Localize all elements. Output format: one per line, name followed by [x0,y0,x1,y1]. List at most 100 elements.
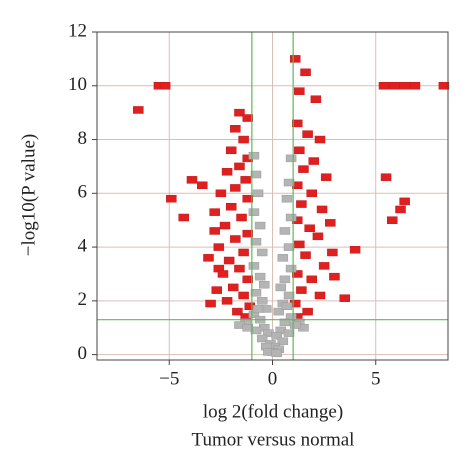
point [256,248,268,257]
point [316,205,328,214]
point [219,221,231,230]
point [308,157,320,165]
point [209,208,220,216]
point [242,114,253,122]
point [273,307,284,316]
point [395,205,406,214]
point [279,318,291,327]
point [250,289,262,297]
point [399,197,410,206]
point [238,291,249,300]
x-tick-label: 5 [371,368,381,389]
point [254,272,266,281]
y-tick-label: 8 [78,128,88,149]
point [327,248,338,257]
point [300,68,311,77]
x-axis-sublabel: Tumor versus normal [192,429,355,450]
y-tick-label: 6 [78,182,88,203]
point [223,256,235,265]
point [238,248,249,257]
point [387,216,398,224]
point [230,125,241,133]
point [399,82,410,90]
point [294,146,305,155]
point [302,307,313,316]
point [279,275,291,284]
y-tick-label: 0 [78,343,88,364]
point [275,283,287,292]
point [205,299,216,308]
point [254,221,266,230]
point [294,240,305,249]
point [380,173,392,181]
point [271,332,282,340]
point [296,200,307,208]
point [209,227,220,235]
point [221,168,233,176]
point [248,208,260,216]
point [310,95,322,103]
point [409,82,421,90]
point [285,264,297,273]
point [186,176,198,184]
point [215,189,227,198]
point [320,173,332,181]
point [248,262,260,270]
point [438,82,450,90]
point [166,194,177,203]
point [304,224,315,233]
point [339,294,351,302]
point [234,264,245,273]
point [225,146,237,155]
point [232,307,243,316]
point [277,254,289,262]
point [234,162,245,171]
point [248,151,260,160]
point [283,178,295,187]
point [271,349,282,358]
point [329,272,340,281]
point [159,82,171,90]
point [242,194,253,203]
point [250,237,262,246]
point [234,108,245,117]
point [283,243,295,251]
point [292,270,303,278]
point [242,275,253,284]
y-tick-label: 12 [68,20,87,41]
point [225,203,237,211]
point [236,213,247,222]
point [294,87,305,95]
point [292,119,303,128]
point [314,291,326,300]
point [296,286,307,294]
point [230,184,241,192]
point [133,106,144,114]
point [283,291,295,300]
point [285,213,297,222]
y-axis-label: −log10(P value) [18,134,39,256]
point [256,334,268,343]
point [285,154,297,163]
point [238,135,249,144]
point [197,181,208,189]
point [389,82,400,90]
point [228,283,239,292]
point [283,329,295,337]
x-tick-label: −5 [159,368,179,389]
point [281,302,293,310]
point [256,297,268,305]
point [221,297,233,305]
plot-frame [96,31,449,361]
point [252,305,264,313]
point [250,170,262,179]
point [213,243,225,251]
point [252,189,264,198]
point [230,235,241,243]
point [306,189,317,198]
point [289,321,301,329]
point [178,213,189,222]
point [312,232,324,241]
x-axis-label: log 2(fold change) [203,401,343,422]
